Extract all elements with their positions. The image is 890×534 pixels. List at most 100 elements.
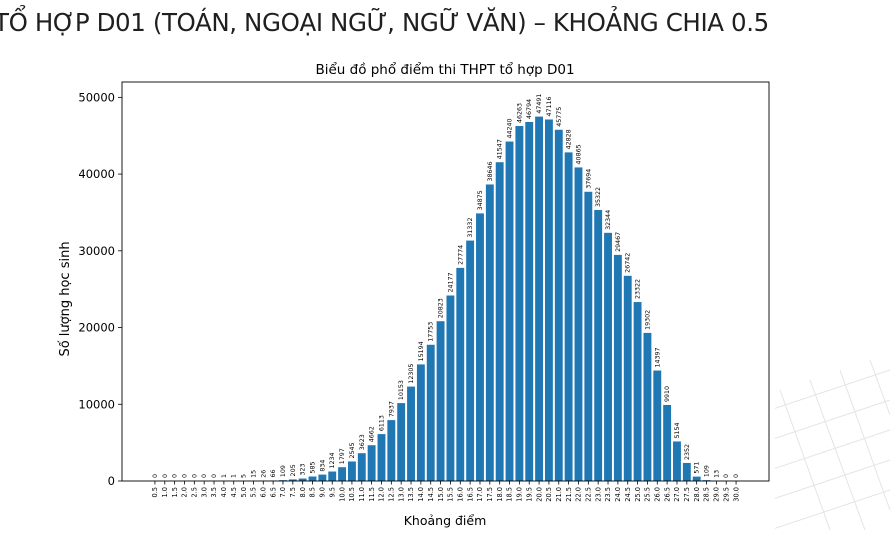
x-tick-label: 3.5 bbox=[210, 487, 218, 498]
bar bbox=[348, 461, 356, 481]
bar-value-label: 23322 bbox=[635, 279, 642, 299]
bar-value-label: 1 bbox=[231, 474, 238, 478]
bar-value-label: 0 bbox=[201, 474, 208, 478]
x-tick-label: 25.0 bbox=[634, 487, 642, 502]
bar bbox=[634, 302, 642, 481]
x-tick-label: 1.0 bbox=[161, 487, 169, 498]
plot-frame bbox=[122, 82, 769, 481]
x-tick-label: 2.0 bbox=[181, 487, 189, 498]
bar bbox=[594, 210, 602, 481]
x-tick-label: 7.5 bbox=[289, 487, 297, 498]
x-tick-label: 17.5 bbox=[486, 487, 494, 502]
x-tick-label: 28.0 bbox=[693, 487, 701, 502]
x-tick-label: 19.5 bbox=[525, 487, 533, 502]
x-tick-label: 5.5 bbox=[250, 487, 258, 498]
bar bbox=[466, 241, 474, 481]
x-tick-label: 8.5 bbox=[309, 487, 317, 498]
x-tick-label: 30.0 bbox=[732, 487, 740, 502]
y-tick-label: 20000 bbox=[78, 321, 115, 335]
x-tick-label: 10.5 bbox=[348, 487, 356, 502]
bar-value-label: 4662 bbox=[369, 426, 376, 442]
bar bbox=[407, 387, 415, 481]
x-tick-label: 23.0 bbox=[594, 487, 602, 502]
bar-value-label: 109 bbox=[280, 465, 287, 477]
x-tick-label: 22.0 bbox=[575, 487, 583, 502]
bar-value-label: 40865 bbox=[575, 144, 582, 164]
bar-value-label: 571 bbox=[694, 462, 701, 474]
x-tick-label: 14.0 bbox=[417, 487, 425, 502]
bar-value-label: 0 bbox=[162, 474, 169, 478]
bar-value-label: 46263 bbox=[516, 103, 523, 123]
bar-value-label: 35322 bbox=[595, 187, 602, 207]
y-tick-label: 30000 bbox=[78, 244, 115, 258]
bar-value-label: 1797 bbox=[339, 448, 346, 464]
slide-title: TỔ HỢP D01 (TOÁN, NGOẠI NGỮ, NGỮ VĂN) – … bbox=[0, 8, 769, 37]
bar-value-label: 19302 bbox=[644, 310, 651, 330]
x-tick-label: 11.5 bbox=[368, 487, 376, 502]
x-tick-label: 14.5 bbox=[427, 487, 435, 502]
bar bbox=[309, 477, 317, 481]
bar-value-label: 14397 bbox=[654, 347, 661, 367]
x-tick-label: 3.0 bbox=[200, 487, 208, 498]
bar-value-label: 109 bbox=[704, 465, 711, 477]
x-tick-label: 1.5 bbox=[171, 487, 179, 498]
x-tick-label: 6.5 bbox=[269, 487, 277, 498]
bar-value-label: 5 bbox=[241, 474, 248, 478]
bar bbox=[318, 475, 326, 481]
bar bbox=[545, 119, 553, 481]
bar-value-label: 0 bbox=[152, 474, 159, 478]
bar bbox=[456, 268, 464, 481]
bar-value-label: 66 bbox=[270, 469, 277, 477]
x-tick-label: 18.0 bbox=[496, 487, 504, 502]
bar bbox=[535, 117, 543, 481]
x-tick-label: 0.5 bbox=[151, 487, 159, 498]
bar bbox=[515, 126, 523, 481]
bar-value-label: 46794 bbox=[526, 99, 533, 119]
bar bbox=[486, 184, 494, 481]
x-tick-label: 12.5 bbox=[388, 487, 396, 502]
x-tick-label: 4.5 bbox=[230, 487, 238, 498]
bar-value-label: 3623 bbox=[359, 434, 366, 450]
x-tick-label: 2.5 bbox=[191, 487, 199, 498]
bar-value-label: 1234 bbox=[329, 453, 336, 469]
chart-title: Biểu đồ phổ điểm thi THPT tổ hợp D01 bbox=[315, 61, 574, 78]
bar-value-label: 42828 bbox=[566, 129, 573, 149]
x-tick-label: 29.0 bbox=[713, 487, 721, 502]
bar bbox=[338, 467, 346, 481]
bar-value-label: 13 bbox=[713, 470, 720, 478]
x-tick-label: 4.0 bbox=[220, 487, 228, 498]
x-tick-label: 19.0 bbox=[516, 487, 524, 502]
chart-container: Biểu đồ phổ điểm thi THPT tổ hợp D01 Số … bbox=[52, 56, 775, 530]
bar bbox=[368, 445, 376, 481]
x-tick-label: 24.0 bbox=[614, 487, 622, 502]
bar bbox=[663, 405, 671, 481]
bar-value-label: 26742 bbox=[625, 253, 632, 273]
bar-value-label: 12305 bbox=[408, 364, 415, 384]
bar-value-label: 0 bbox=[211, 474, 218, 478]
bar-value-label: 27774 bbox=[457, 245, 464, 265]
x-tick-label: 16.5 bbox=[466, 487, 474, 502]
bar bbox=[643, 333, 651, 481]
bar bbox=[584, 192, 592, 481]
bar bbox=[387, 420, 395, 481]
x-tick-label: 27.0 bbox=[673, 487, 681, 502]
bar-value-label: 0 bbox=[191, 474, 198, 478]
x-tick-label: 29.5 bbox=[722, 487, 730, 502]
bar-value-label: 29467 bbox=[615, 232, 622, 252]
bar-value-label: 38646 bbox=[487, 161, 494, 181]
background-grid-decoration bbox=[770, 350, 890, 530]
bar bbox=[693, 477, 701, 481]
x-tick-label: 8.0 bbox=[299, 487, 307, 498]
x-tick-label: 21.5 bbox=[565, 487, 573, 502]
x-tick-label: 20.5 bbox=[545, 487, 553, 502]
bar-value-label: 10153 bbox=[398, 380, 405, 400]
score-distribution-chart: Biểu đồ phổ điểm thi THPT tổ hợp D01 Số … bbox=[52, 56, 775, 530]
bar-value-label: 585 bbox=[310, 461, 317, 473]
y-tick-label: 10000 bbox=[78, 397, 115, 411]
x-tick-label: 13.5 bbox=[407, 487, 415, 502]
x-tick-label: 18.5 bbox=[506, 487, 514, 502]
bar-value-label: 1 bbox=[221, 474, 228, 478]
bar bbox=[614, 255, 622, 481]
x-tick-label: 22.5 bbox=[585, 487, 593, 502]
x-tick-label: 20.0 bbox=[535, 487, 543, 502]
